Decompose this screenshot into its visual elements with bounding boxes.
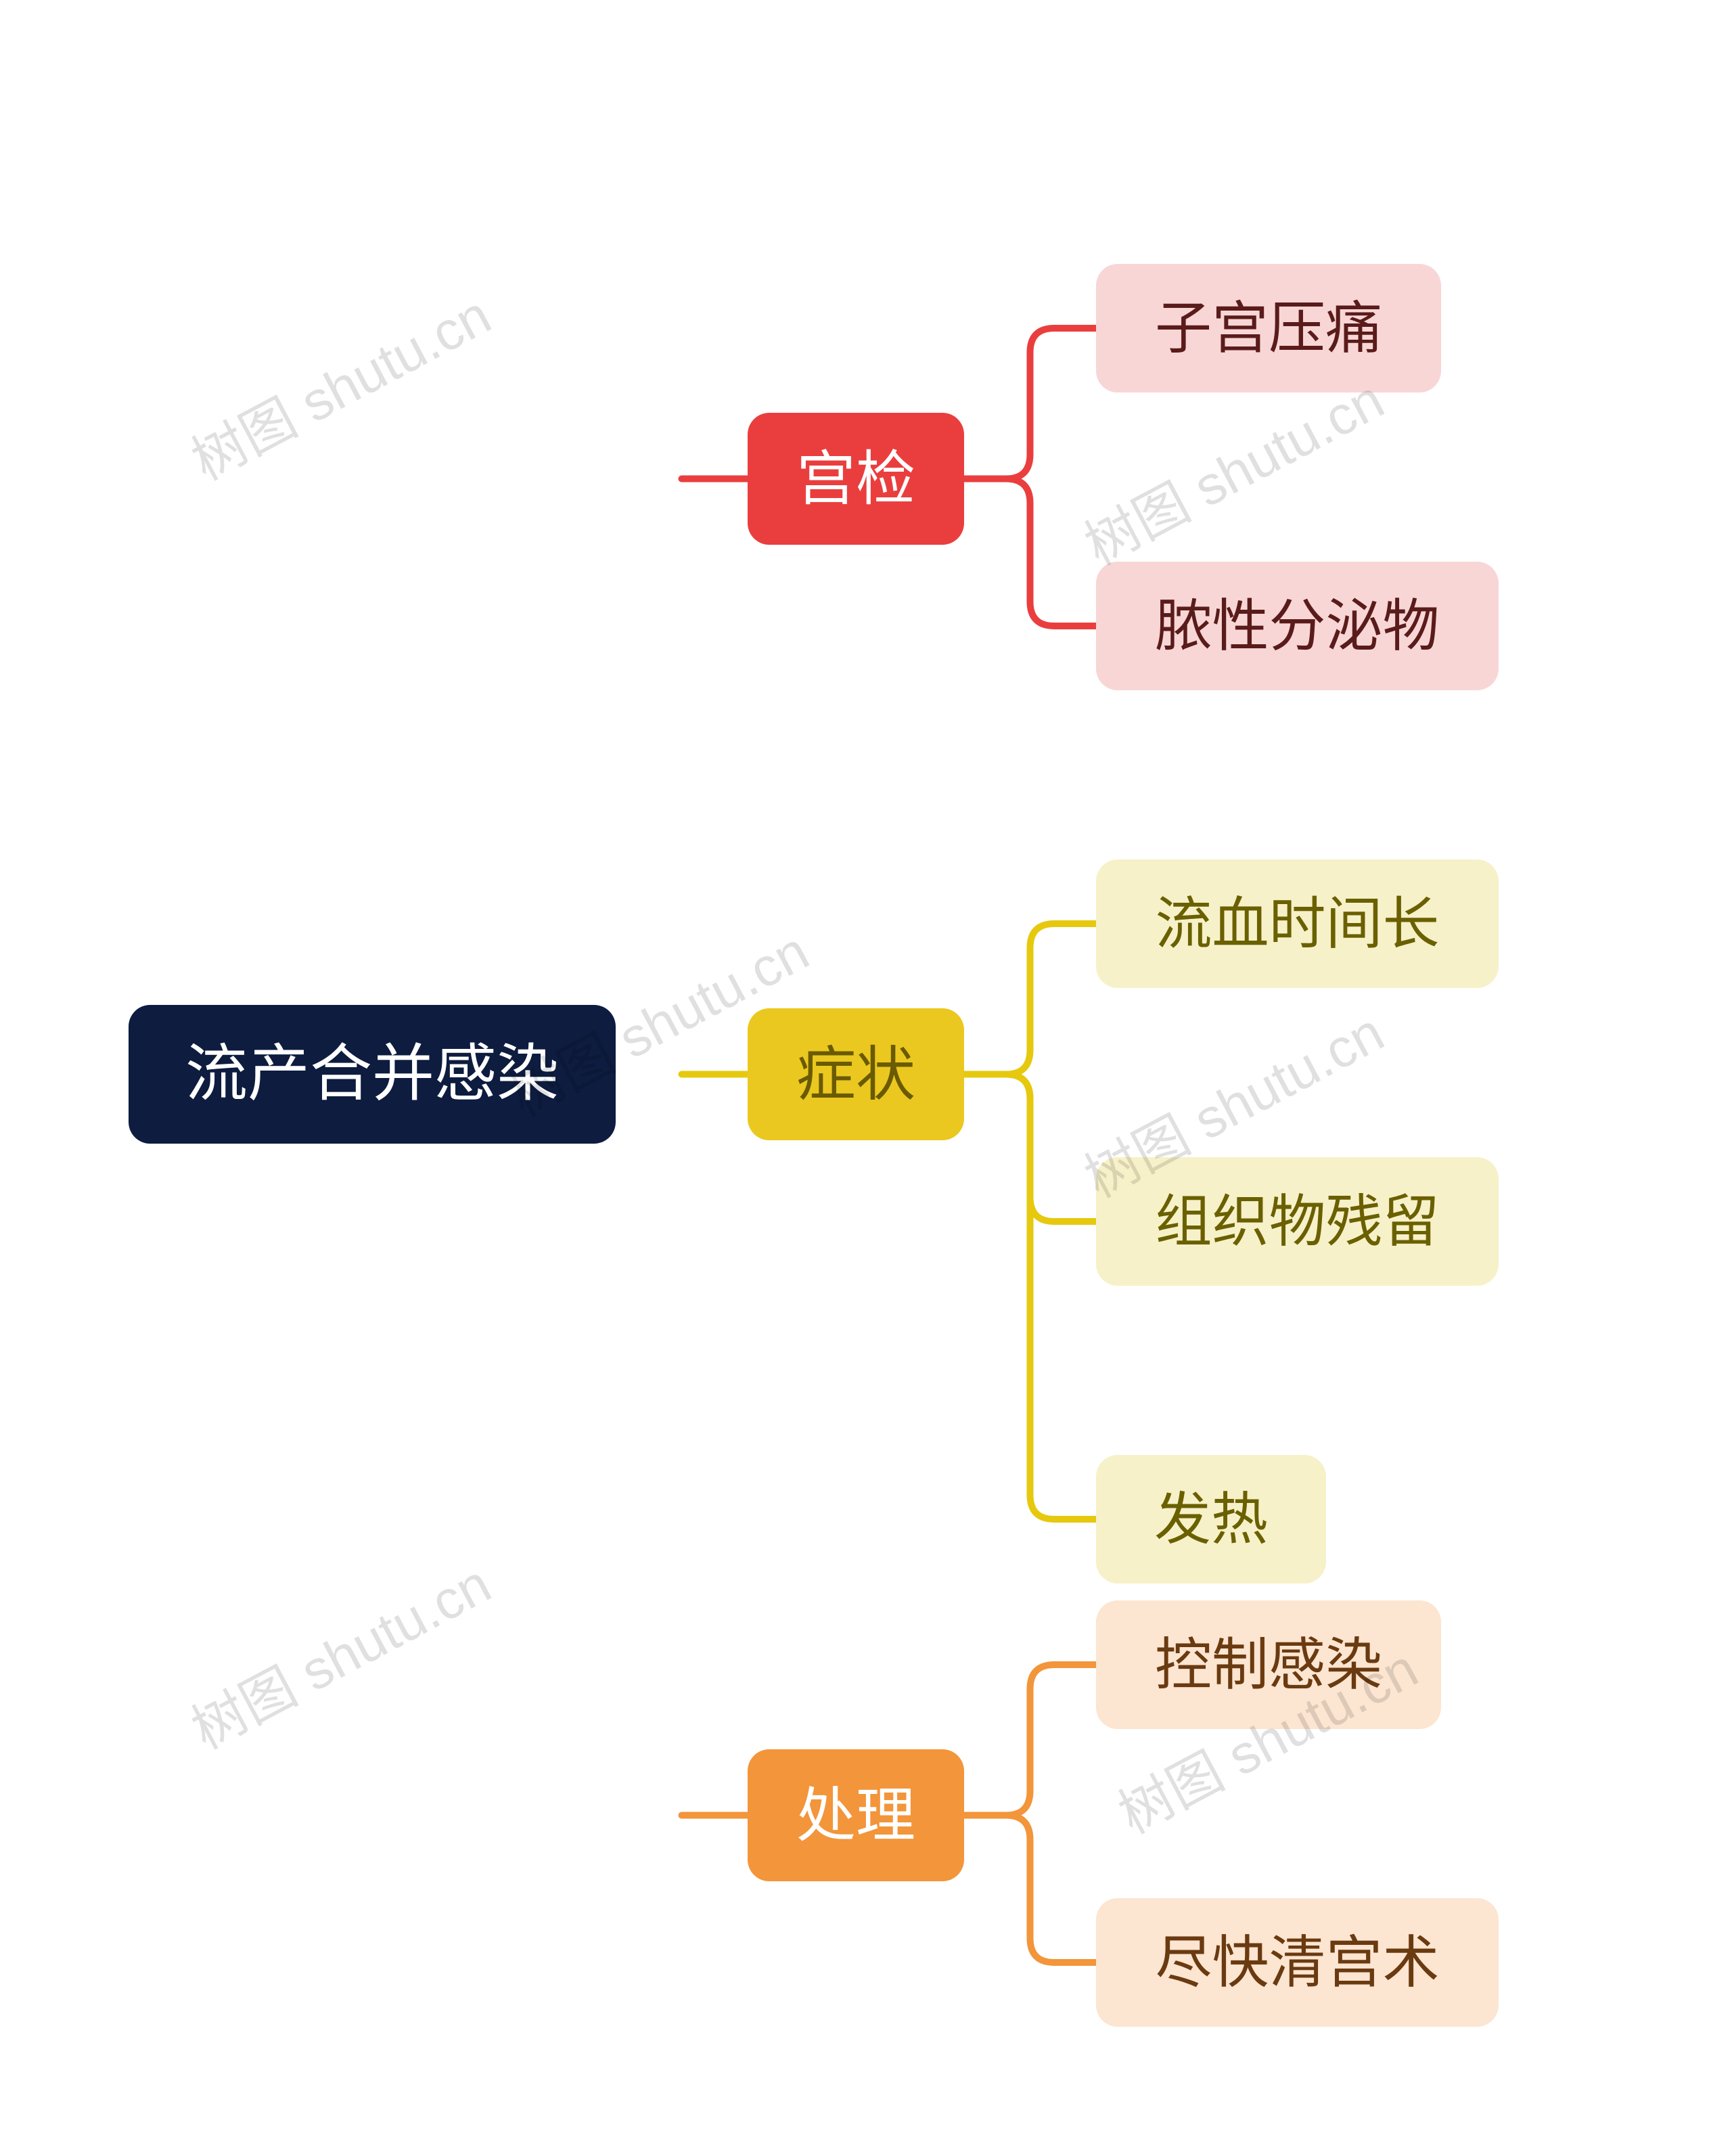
branch-node-chuli[interactable]: 处理 bbox=[748, 1749, 964, 1881]
leaf-label: 流血时间长 bbox=[1155, 891, 1439, 957]
branch-label: 宫检 bbox=[796, 445, 915, 513]
leaf-node-jinkuaiqinggongshu[interactable]: 尽快清宫术 bbox=[1096, 1898, 1499, 2027]
leaf-node-zigongyatong[interactable]: 子宫压痛 bbox=[1096, 264, 1441, 392]
leaf-node-kongzhiganran[interactable]: 控制感染 bbox=[1096, 1600, 1441, 1729]
branch-label: 处理 bbox=[796, 1781, 915, 1849]
leaf-label: 脓性分泌物 bbox=[1155, 593, 1439, 659]
leaf-label: 尽快清宫术 bbox=[1155, 1930, 1439, 1996]
leaf-node-fare[interactable]: 发热 bbox=[1096, 1455, 1326, 1584]
branch-node-gongjian[interactable]: 宫检 bbox=[748, 413, 964, 545]
leaf-label: 组织物残留 bbox=[1155, 1189, 1439, 1255]
leaf-node-nongxingfenmiwu[interactable]: 脓性分泌物 bbox=[1096, 562, 1499, 690]
watermark: 树图 shutu.cn bbox=[176, 272, 502, 495]
leaf-label: 子宫压痛 bbox=[1155, 296, 1382, 361]
leaf-node-liuxueshijianchang[interactable]: 流血时间长 bbox=[1096, 859, 1499, 988]
leaf-node-zuzhiwucanli[interactable]: 组织物残留 bbox=[1096, 1157, 1499, 1286]
leaf-label: 发热 bbox=[1154, 1487, 1268, 1552]
mindmap-canvas: 流产合并感染 宫检 子宫压痛 脓性分泌物 症状 流血时间长 组织物残留 发热 处… bbox=[0, 0, 1732, 2156]
branch-node-zhengzhuang[interactable]: 症状 bbox=[748, 1008, 964, 1140]
branch-label: 症状 bbox=[796, 1040, 915, 1108]
leaf-label: 控制感染 bbox=[1155, 1632, 1382, 1698]
root-label: 流产合并感染 bbox=[185, 1039, 559, 1110]
root-node[interactable]: 流产合并感染 bbox=[129, 1005, 616, 1144]
watermark: 树图 shutu.cn bbox=[176, 1541, 502, 1764]
